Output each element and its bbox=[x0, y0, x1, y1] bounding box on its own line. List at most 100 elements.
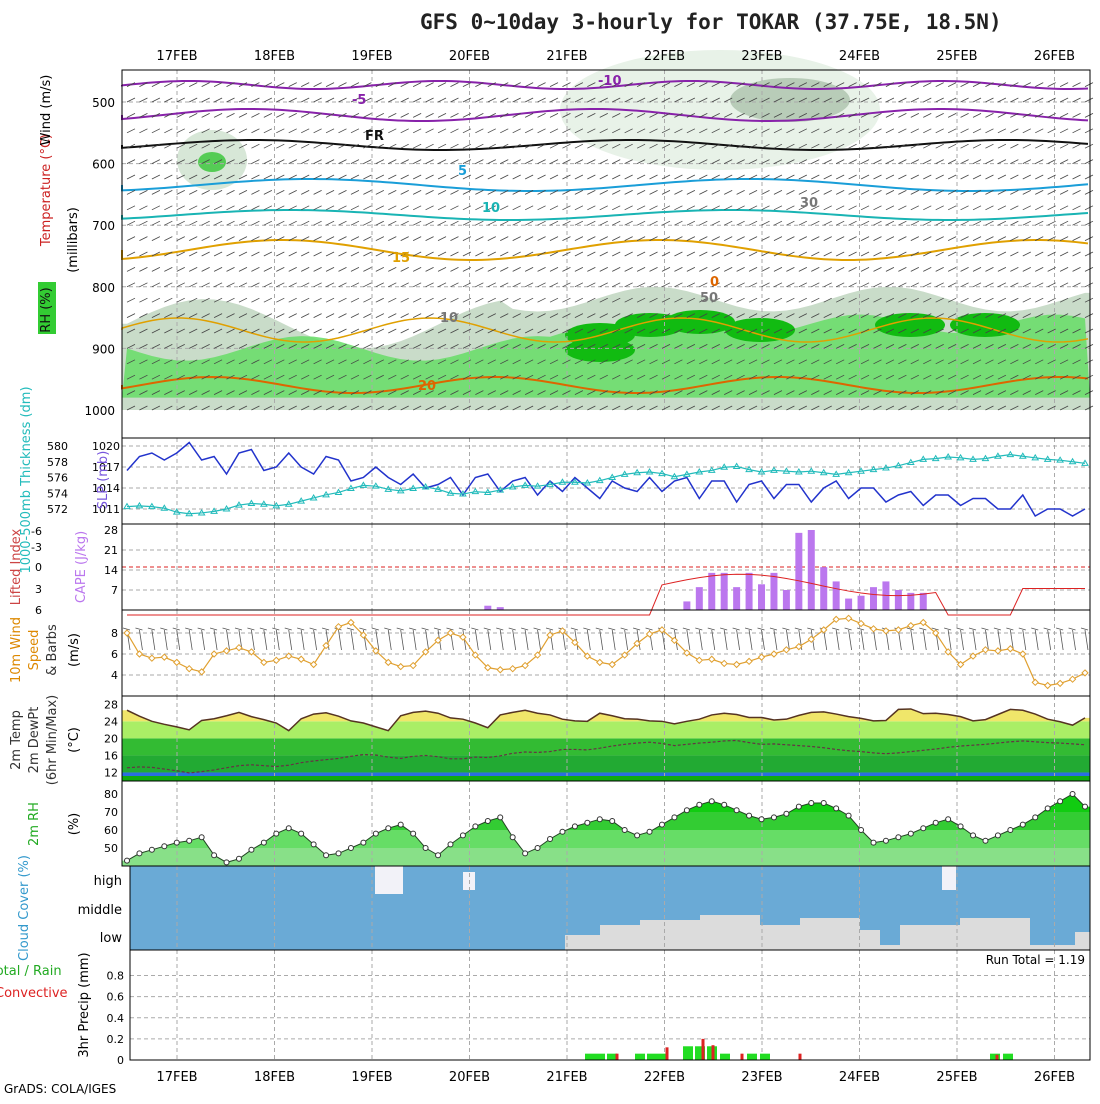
wind-barb bbox=[164, 344, 173, 349]
li-tick: 3 bbox=[35, 583, 42, 596]
wind-barb bbox=[176, 236, 185, 241]
wind-barb bbox=[189, 190, 198, 195]
wind-barb-10m bbox=[1022, 629, 1027, 651]
wind-barb bbox=[1035, 97, 1044, 103]
temp-tick: 12 bbox=[104, 766, 118, 779]
wind-barb bbox=[412, 190, 422, 195]
wind-barb bbox=[661, 267, 671, 272]
wind-barb-flag bbox=[670, 627, 678, 631]
wind-barb bbox=[375, 190, 385, 195]
precip-ylabel: 3hr Precip (mm) bbox=[77, 952, 92, 1057]
wind-barb bbox=[649, 405, 658, 411]
wind-barb bbox=[624, 313, 633, 318]
temp-tick: 24 bbox=[104, 715, 118, 728]
wind-barb bbox=[748, 282, 758, 288]
wind-barb bbox=[226, 282, 235, 288]
wind-barb bbox=[711, 267, 720, 272]
wind-barb bbox=[798, 267, 808, 272]
wind-barb bbox=[1072, 113, 1081, 118]
temp-band bbox=[122, 721, 1090, 739]
wind-barb bbox=[574, 267, 584, 272]
wind-barb bbox=[164, 313, 173, 318]
wind-speed-marker bbox=[695, 656, 704, 665]
wind-barb bbox=[363, 313, 372, 318]
wind-barb bbox=[450, 328, 459, 334]
wind-speed-marker bbox=[907, 621, 915, 630]
wind-barb bbox=[947, 143, 957, 149]
wind-barb-10m bbox=[922, 629, 927, 651]
wind-barb bbox=[126, 205, 136, 211]
wind-barb bbox=[1072, 128, 1081, 134]
wind-barb bbox=[1084, 313, 1094, 318]
wind-barb bbox=[151, 390, 161, 395]
wind-barb bbox=[500, 97, 509, 103]
wind-barb bbox=[301, 113, 310, 118]
wind-speed-marker bbox=[309, 660, 318, 669]
wind-barb bbox=[164, 220, 173, 226]
wind-barb bbox=[1010, 174, 1019, 180]
wind-barb bbox=[276, 220, 285, 226]
wind-barb bbox=[848, 113, 857, 118]
rh-marker bbox=[372, 830, 379, 837]
wind-barb bbox=[1035, 405, 1044, 411]
wind-barb bbox=[238, 159, 248, 164]
wind-barb bbox=[736, 82, 745, 87]
wind-barb-10m bbox=[748, 629, 753, 651]
wind-barb bbox=[935, 390, 944, 395]
wind-barb bbox=[301, 328, 310, 334]
wind-barb bbox=[798, 236, 808, 241]
wind-barb bbox=[263, 143, 273, 149]
wind-barb-10m bbox=[1059, 629, 1064, 651]
upper-ylabel-units: (millibars) bbox=[66, 207, 81, 273]
wind-barb bbox=[363, 344, 372, 349]
wind-barb bbox=[761, 236, 770, 241]
wind-barb bbox=[699, 82, 708, 87]
wind-barb bbox=[213, 82, 223, 87]
wind-barb bbox=[923, 174, 932, 180]
wind-speed-marker bbox=[185, 664, 193, 673]
wind-speed-marker bbox=[359, 631, 368, 639]
wind-barb bbox=[338, 359, 347, 365]
wind-barb bbox=[189, 313, 198, 318]
precip-tick: 0.8 bbox=[107, 970, 125, 983]
wind-barb bbox=[699, 97, 708, 103]
wind-barb bbox=[549, 344, 559, 349]
wind-barb bbox=[773, 143, 783, 149]
wind-barb bbox=[1022, 174, 1031, 180]
contour-label: 50 bbox=[700, 291, 718, 306]
wind-barb bbox=[736, 374, 745, 380]
wind-barb bbox=[885, 174, 895, 180]
wind-barb bbox=[761, 390, 770, 395]
wind-barb bbox=[1084, 220, 1094, 226]
thickness-marker bbox=[546, 480, 554, 488]
rh-marker bbox=[410, 830, 417, 837]
wind-barb bbox=[350, 190, 360, 195]
wind-barb bbox=[524, 205, 534, 211]
thickness-tick: 576 bbox=[47, 472, 68, 485]
wind-barb bbox=[388, 267, 397, 272]
wind-barb bbox=[126, 251, 136, 257]
wind-barb bbox=[1022, 236, 1031, 241]
wind-barb-flag bbox=[160, 627, 168, 631]
wind-barb-10m bbox=[300, 629, 305, 651]
wind-barb bbox=[524, 251, 534, 257]
wind-barb bbox=[512, 128, 521, 134]
wind-barb bbox=[811, 205, 820, 211]
wind-barb bbox=[873, 143, 882, 149]
wind-barb bbox=[537, 251, 546, 257]
rh-marker bbox=[211, 852, 218, 859]
wind-barb bbox=[189, 82, 198, 87]
wind-barb bbox=[562, 174, 571, 180]
wind-barb bbox=[997, 174, 1007, 180]
wind-barb bbox=[164, 205, 173, 211]
wind-barb bbox=[885, 82, 895, 87]
wind-barb bbox=[500, 313, 509, 318]
wind-barb bbox=[301, 205, 310, 211]
wind-barb bbox=[1035, 313, 1044, 318]
wind-barb bbox=[873, 374, 882, 380]
wind-tick: 4 bbox=[111, 669, 118, 682]
isotherm-15b bbox=[121, 317, 1089, 343]
wind-barb bbox=[624, 190, 633, 195]
wind-barb bbox=[226, 205, 235, 211]
wind-barb bbox=[947, 297, 957, 303]
